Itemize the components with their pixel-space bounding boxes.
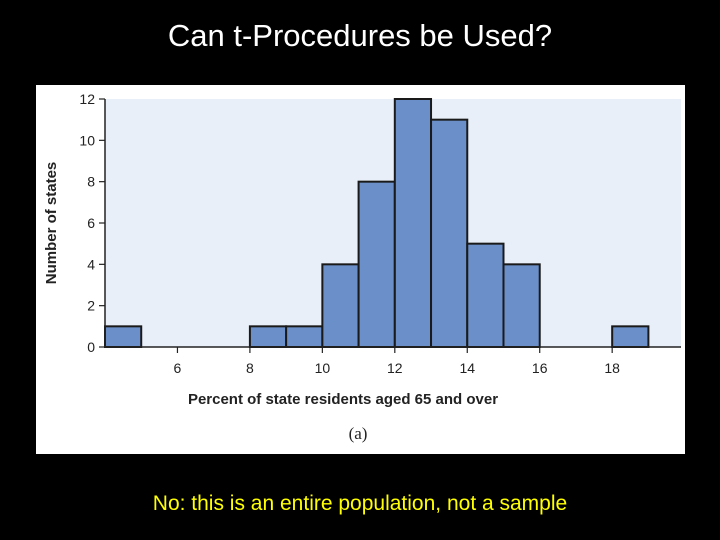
histogram-bar — [393, 98, 433, 348]
y-axis-ticks: 0 2 4 6 8 10 12 — [79, 91, 105, 355]
y-tick-label: 10 — [79, 132, 95, 148]
x-tick-label: 6 — [174, 360, 182, 376]
y-tick-label: 8 — [87, 174, 95, 190]
y-tick-label: 12 — [79, 91, 95, 107]
footer-note: No: this is an entire population, not a … — [152, 492, 568, 515]
slide-title: Can t-Procedures be Used? — [167, 18, 553, 53]
x-axis-title: Percent of state residents aged 65 and o… — [188, 391, 498, 408]
histogram-bar — [321, 263, 360, 348]
y-tick-label: 6 — [87, 215, 95, 231]
x-tick-label: 8 — [246, 360, 254, 376]
histogram-bar — [357, 180, 396, 348]
histogram-bar — [285, 325, 324, 348]
y-axis-title: Number of states — [43, 162, 60, 285]
y-tick-label: 0 — [87, 339, 95, 355]
y-tick-label: 4 — [87, 256, 95, 272]
x-tick-label: 12 — [387, 360, 403, 376]
x-tick-label: 10 — [315, 360, 331, 376]
bars — [104, 98, 650, 349]
x-axis-ticks: 6 8 10 12 14 16 18 — [174, 347, 620, 376]
histogram-svg: 0 2 4 6 8 10 12 6 8 10 12 14 16 18 Percent of state … — [43, 91, 681, 443]
x-tick-label: 18 — [604, 360, 620, 376]
histogram-bar — [248, 325, 288, 348]
histogram-bar — [104, 325, 143, 348]
histogram-bar — [611, 325, 650, 348]
figure-caption: (a) — [349, 424, 368, 443]
histogram-bar — [502, 263, 541, 348]
x-tick-label: 16 — [532, 360, 548, 376]
histogram-bar — [430, 118, 469, 348]
histogram-chart: 0 2 4 6 8 10 12 6 8 10 12 14 16 18 Percent of state … — [36, 85, 685, 454]
y-tick-label: 2 — [87, 298, 95, 314]
x-tick-label: 14 — [459, 360, 475, 376]
histogram-bar — [466, 242, 505, 349]
